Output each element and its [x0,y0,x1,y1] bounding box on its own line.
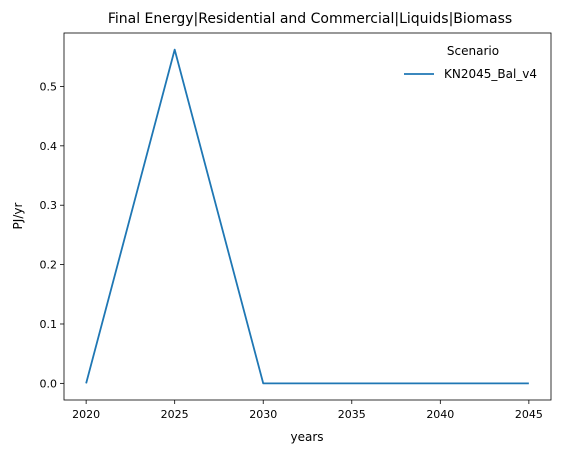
series-layer [85,48,529,385]
x-tick-label: 2035 [338,408,366,421]
y-tick-label: 0.3 [40,199,58,212]
x-axis-label: years [290,430,323,444]
x-axis-ticks: 2020 2025 2030 2035 2040 2045 [72,400,543,421]
legend-title: Scenario [447,44,499,58]
y-axis-ticks: 0.0 0.1 0.2 0.3 0.4 0.5 [40,80,64,390]
legend: Scenario KN2045_Bal_v4 [404,44,537,81]
y-tick-label: 0.2 [40,259,58,272]
series-line-0 [85,48,529,385]
axes-frame [63,32,552,401]
y-axis-label: PJ/yr [11,203,25,230]
y-tick-label: 0.0 [40,377,58,390]
x-tick-label: 2040 [426,408,454,421]
axes-border [63,32,552,401]
y-tick-label: 0.1 [40,318,58,331]
x-tick-label: 2020 [72,408,100,421]
x-tick-label: 2025 [161,408,189,421]
x-tick-label: 2045 [515,408,543,421]
y-tick-label: 0.5 [40,80,58,93]
legend-entry-label: KN2045_Bal_v4 [444,67,537,81]
x-tick-label: 2030 [249,408,277,421]
plot-area [64,33,551,400]
chart-title: Final Energy|Residential and Commercial|… [108,11,512,27]
y-tick-label: 0.4 [40,140,58,153]
